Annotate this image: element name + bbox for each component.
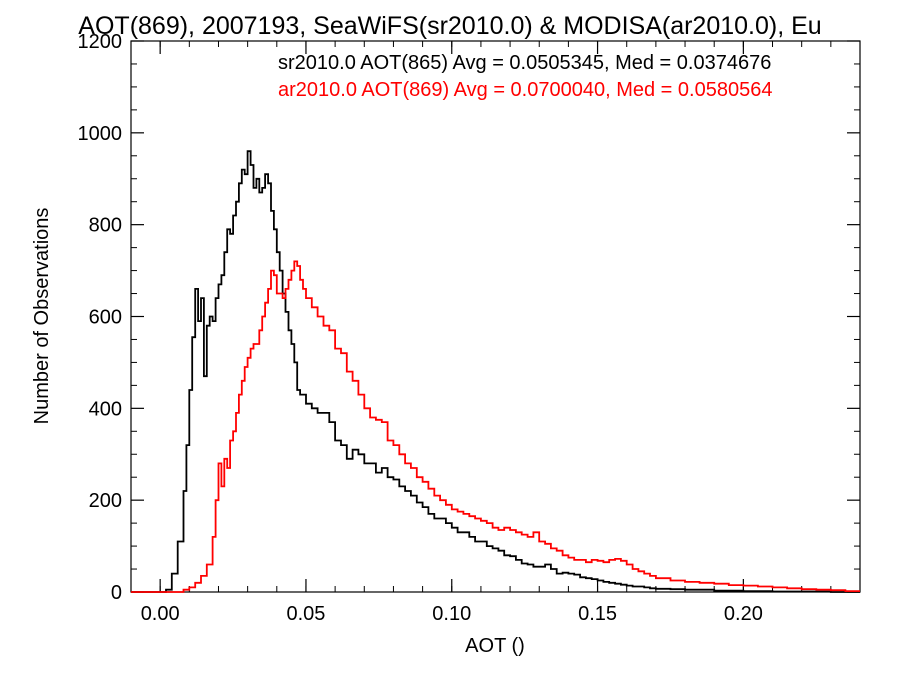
series-layer	[131, 150, 860, 593]
x-tick-label: 0.20	[724, 603, 763, 625]
chart-title: AOT(869), 2007193, SeaWiFS(sr2010.0) & M…	[78, 12, 821, 40]
y-tick-label: 600	[89, 307, 122, 329]
y-tick-label: 800	[89, 215, 122, 237]
y-tick-label: 400	[89, 398, 122, 420]
y-tick-label: 0	[111, 582, 122, 604]
legend: sr2010.0 AOT(865) Avg = 0.0505345, Med =…	[278, 52, 772, 101]
plot-frame	[130, 40, 861, 593]
y-tick-labels: 0 200 400 600 800 1000 1200	[78, 31, 123, 604]
y-axis-label: Number of Observations	[31, 208, 53, 425]
axis-ticks	[130, 40, 861, 593]
legend-entry-ar2010: ar2010.0 AOT(869) Avg = 0.0700040, Med =…	[278, 79, 772, 101]
x-tick-label: 0.15	[578, 603, 617, 625]
y-tick-label: 1000	[78, 123, 123, 145]
x-tick-labels: 0.00 0.05 0.10 0.15 0.20	[141, 603, 763, 625]
y-tick-label: 200	[89, 490, 122, 512]
x-tick-label: 0.00	[141, 603, 180, 625]
plot-area	[130, 40, 861, 593]
legend-entry-sr2010: sr2010.0 AOT(865) Avg = 0.0505345, Med =…	[278, 52, 771, 74]
x-axis-label: AOT ()	[465, 635, 525, 657]
y-tick-label: 1200	[78, 31, 123, 53]
x-tick-label: 0.10	[432, 603, 471, 625]
series-line-sr2010	[131, 150, 860, 593]
series-line-ar2010	[131, 260, 860, 593]
x-tick-label: 0.05	[286, 603, 325, 625]
